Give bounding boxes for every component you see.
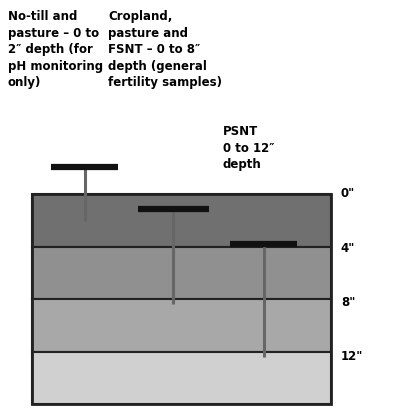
Text: 8": 8" [341,296,355,309]
Text: 12": 12" [341,350,363,363]
Text: 0": 0" [341,187,355,201]
Text: PSNT
0 to 12″
depth: PSNT 0 to 12″ depth [223,125,274,171]
Text: No-till and
pasture – 0 to
2″ depth (for
pH monitoring
only): No-till and pasture – 0 to 2″ depth (for… [8,10,103,89]
Bar [32,246,331,299]
Text: Cropland,
pasture and
FSNT – 0 to 8″
depth (general
fertility samples): Cropland, pasture and FSNT – 0 to 8″ dep… [108,10,222,89]
Text: 4": 4" [341,241,355,255]
Bar [32,194,331,246]
Bar [32,299,331,352]
Bar [32,352,331,404]
Bar [32,194,331,404]
